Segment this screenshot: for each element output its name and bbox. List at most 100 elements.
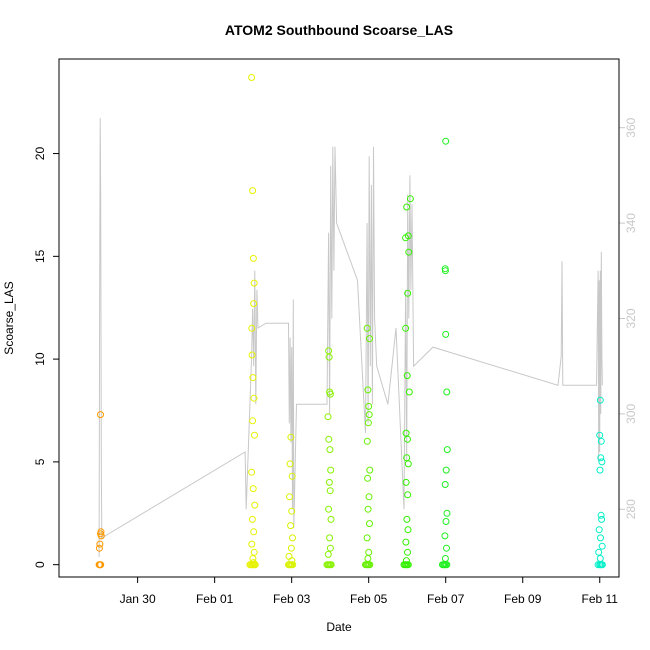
data-point (97, 561, 105, 569)
data-point (443, 544, 450, 552)
data-point (404, 526, 412, 534)
data-point (286, 460, 294, 468)
data-point (286, 493, 293, 501)
data-point (324, 413, 332, 421)
data-point (327, 466, 335, 474)
data-point (404, 435, 411, 443)
y-axis-label: Scoarse_LAS (2, 281, 16, 354)
data-point (441, 555, 449, 562)
data-point (288, 557, 296, 565)
data-point (406, 195, 414, 203)
data-point (326, 446, 334, 454)
data-point (363, 437, 371, 445)
data-point (404, 561, 412, 569)
data-point (595, 548, 603, 556)
data-point (250, 394, 258, 402)
data-point (326, 544, 334, 552)
data-point (366, 466, 374, 474)
y2-tick-label: 340 (624, 213, 638, 233)
data-point (364, 386, 372, 394)
data-point (250, 279, 258, 287)
data-point (248, 324, 256, 332)
data-point (365, 493, 373, 501)
data-point (597, 437, 605, 445)
data-point (248, 351, 256, 359)
line-layer (98, 118, 603, 558)
data-point (327, 561, 335, 569)
data-point (96, 540, 104, 548)
x-tick-label: Jan 30 (120, 592, 156, 606)
data-point (443, 388, 451, 396)
data-point (596, 466, 604, 474)
x-tick-label: Feb 01 (196, 592, 234, 606)
y-tick-label: 15 (33, 249, 47, 263)
data-point (404, 460, 412, 468)
data-point (97, 532, 105, 540)
data-point (251, 501, 259, 509)
data-point (405, 388, 413, 396)
data-point (97, 528, 105, 536)
data-point (364, 505, 372, 513)
points-layer (95, 74, 606, 569)
data-point (324, 550, 332, 558)
data-point (250, 300, 258, 308)
data-point (402, 538, 410, 546)
data-point (288, 507, 296, 515)
data-point (326, 487, 334, 495)
data-point (327, 515, 335, 523)
x-tick-label: Feb 03 (273, 592, 311, 606)
y-tick-label: 10 (33, 352, 47, 366)
y2-tick-label: 300 (624, 404, 638, 424)
data-point (97, 411, 104, 419)
data-point (595, 526, 603, 534)
data-point (403, 372, 411, 380)
data-point (251, 431, 258, 439)
data-point (597, 454, 605, 462)
data-point (248, 74, 256, 81)
data-point (289, 561, 297, 569)
data-point (598, 458, 606, 466)
data-point (366, 561, 374, 569)
y-tick-label: 0 (33, 561, 47, 568)
data-point (443, 446, 451, 454)
y2-tick-label: 280 (624, 499, 638, 519)
data-point (326, 534, 334, 542)
x-axis-label: Date (326, 620, 352, 634)
x-tick-label: Feb 05 (350, 592, 388, 606)
data-point (249, 254, 257, 262)
y-tick-label: 5 (33, 458, 47, 465)
data-point (364, 419, 372, 427)
data-point (363, 324, 371, 332)
data-point (443, 509, 451, 517)
data-point (364, 474, 372, 482)
x-tick-label: Feb 11 (582, 592, 619, 606)
data-point (404, 491, 412, 499)
x-tick-label: Feb 07 (427, 592, 465, 606)
data-point (597, 511, 605, 519)
data-point (248, 468, 256, 476)
data-point (366, 335, 373, 343)
plot-frame (58, 58, 620, 578)
data-point (95, 544, 103, 552)
data-point (442, 518, 450, 525)
data-point (442, 466, 450, 474)
data-point (363, 534, 371, 542)
data-point (404, 289, 412, 297)
data-point (442, 137, 450, 145)
data-point (249, 374, 257, 382)
data-point (287, 433, 295, 441)
data-point (287, 522, 295, 530)
data-point (249, 417, 257, 425)
data-point (442, 330, 450, 338)
data-point (249, 187, 257, 195)
data-point (441, 481, 449, 488)
data-point (326, 390, 334, 398)
data-point (325, 435, 333, 443)
data-point (249, 559, 257, 567)
line-series (98, 118, 603, 558)
data-point (598, 515, 606, 523)
data-point (325, 505, 333, 513)
data-point (402, 557, 410, 565)
data-point (596, 555, 604, 562)
